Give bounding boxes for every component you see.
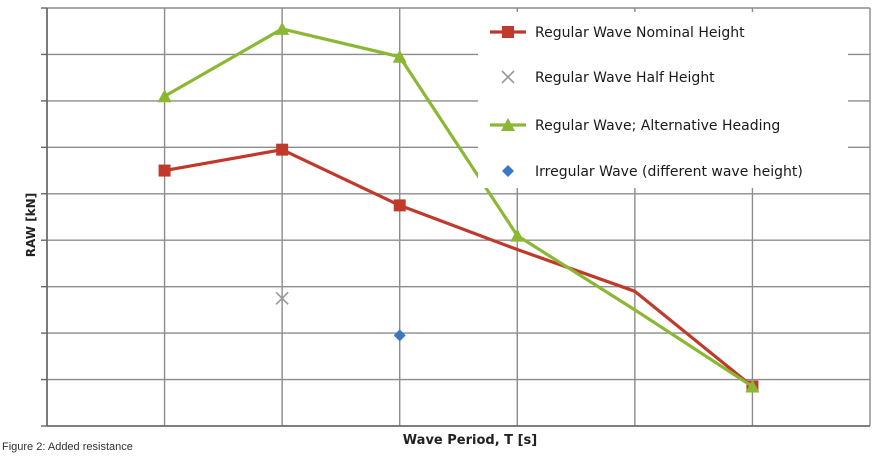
y-axis-label: RAW [kN] [24,193,38,257]
figure-caption: Figure 2: Added resistance [2,441,133,453]
diamond-marker [393,329,406,342]
legend-background [478,12,848,188]
square-marker [158,164,171,177]
x-axis-label: Wave Period, T [s] [403,433,537,448]
triangle-marker [275,21,290,35]
series-3 [393,329,406,342]
x-marker [501,70,515,84]
legend-entry-1: Regular Wave Half Height [501,70,715,86]
axes [46,8,870,427]
triangle-marker [745,379,760,393]
legend-label: Regular Wave Nominal Height [535,25,745,41]
square-marker [276,143,289,156]
legend-entry-3: Irregular Wave (different wave height) [502,164,803,180]
series-2 [157,21,760,393]
legend: Regular Wave Nominal Height Regular Wave … [478,12,848,188]
legend-label: Regular Wave Half Height [535,70,715,86]
triangle-marker [510,228,525,242]
square-marker [393,199,406,212]
x-stroke [501,70,515,84]
legend-label: Regular Wave; Alternative Heading [535,118,780,134]
legend-entry-0: Regular Wave Nominal Height [490,25,745,41]
legend-entry-2: Regular Wave; Alternative Heading [490,118,780,134]
square-marker [502,26,514,38]
triangle-marker [392,49,407,63]
triangle-marker [501,118,515,131]
series-line [163,27,754,388]
x-stroke [275,291,289,305]
series-line [164,148,754,388]
triangle-marker [157,89,172,103]
legend-label: Irregular Wave (different wave height) [535,164,803,180]
x-marker [275,291,289,305]
diamond-marker [502,165,514,177]
series-1 [275,291,289,305]
series-layer [157,21,760,393]
